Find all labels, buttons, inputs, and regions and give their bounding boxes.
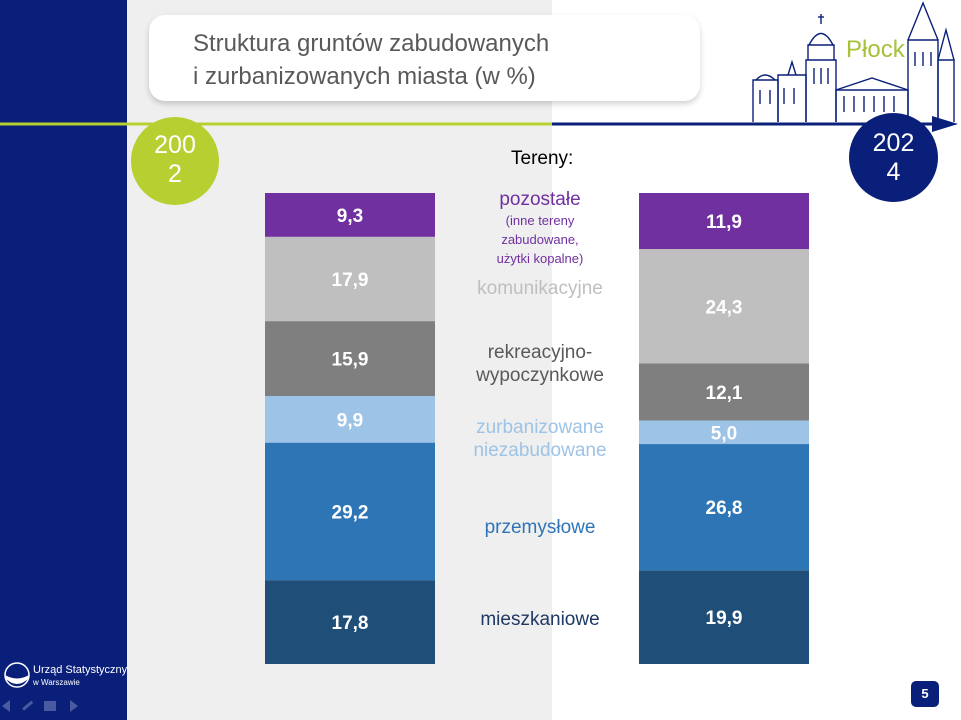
- data-label: 12,1: [706, 383, 743, 404]
- category-label: pozostałe: [430, 188, 650, 211]
- legend-heading: Tereny:: [511, 148, 574, 169]
- left-navy-band: [0, 0, 127, 720]
- bar-segment: [265, 193, 435, 237]
- bar-segment: [639, 249, 809, 364]
- bar-segment: [639, 420, 809, 445]
- category-label-line: rekreacyjno-: [487, 342, 593, 363]
- bar-segment: [639, 193, 809, 250]
- data-label: 5,0: [711, 423, 737, 444]
- category-label-line: zurbanizowane: [476, 417, 604, 438]
- slide-title-line1: Struktura gruntów zabudowanych: [193, 30, 550, 57]
- category-label: zurbanizowane niezabudowane: [430, 416, 650, 462]
- category-label: komunikacyjne: [430, 277, 650, 300]
- category-label-line: niezabudowane: [473, 440, 607, 461]
- bar-segment: [265, 442, 435, 581]
- cathedral-illustration: [752, 1, 955, 122]
- nav-menu-icon[interactable]: [44, 701, 56, 711]
- slide-nav-controls: [2, 700, 78, 712]
- slide-title-line2: i zurbanizowanych miasta (w %): [193, 63, 536, 90]
- category-note-line: użytki kopalne): [496, 251, 584, 266]
- category-label-line: pozostałe: [499, 189, 581, 210]
- category-label-line: mieszkaniowe: [480, 609, 600, 630]
- data-label: 24,3: [706, 297, 743, 318]
- year-end-part2: 4: [886, 158, 901, 186]
- nav-prev-icon[interactable]: [2, 700, 10, 712]
- data-label: 17,9: [332, 270, 369, 291]
- category-label: rekreacyjno-wypoczynkowe: [430, 341, 650, 387]
- year-start-part1: 200: [154, 131, 196, 159]
- logo-text-line2: w Warszawie: [33, 678, 80, 687]
- bar-segment: [639, 444, 809, 571]
- category-label-line: przemysłowe: [484, 517, 596, 538]
- city-name: Płock: [846, 36, 905, 63]
- bar-segment: [639, 363, 809, 421]
- data-label: 29,2: [332, 502, 369, 523]
- category-note-line: zabudowane,: [501, 232, 579, 247]
- data-label: 15,9: [332, 350, 369, 371]
- office-logo-icon: [4, 662, 30, 688]
- nav-next-icon[interactable]: [70, 700, 78, 712]
- year-start-badge: 200 2: [131, 117, 219, 205]
- year-end-badge: 202 4: [849, 113, 938, 202]
- title-box: Struktura gruntów zabudowanych i zurbani…: [149, 15, 700, 101]
- category-note: (inne tereny zabudowane, użytki kopalne): [440, 211, 640, 268]
- category-label-line: komunikacyjne: [477, 278, 603, 299]
- page-number: 5: [911, 681, 939, 707]
- data-label: 11,9: [706, 212, 742, 233]
- year-end-part1: 202: [872, 129, 915, 157]
- logo-text-line1: Urząd Statystyczny: [33, 664, 128, 676]
- data-label: 19,9: [706, 608, 743, 629]
- category-label: przemysłowe: [430, 516, 650, 539]
- data-label: 9,9: [337, 410, 363, 431]
- data-label: 9,3: [337, 206, 363, 227]
- year-start-part2: 2: [168, 160, 182, 188]
- bar-segment: [265, 236, 435, 322]
- data-label: 17,8: [332, 613, 369, 634]
- category-label-line: wypoczynkowe: [476, 365, 604, 386]
- category-label: mieszkaniowe: [430, 608, 650, 631]
- nav-pen-icon[interactable]: [22, 700, 34, 711]
- data-label: 26,8: [706, 498, 743, 519]
- bar-segment: [639, 570, 809, 664]
- bar-segment: [265, 580, 435, 664]
- bar-segment: [265, 321, 435, 397]
- bar-segment: [265, 396, 435, 443]
- category-note-line: (inne tereny: [505, 213, 575, 228]
